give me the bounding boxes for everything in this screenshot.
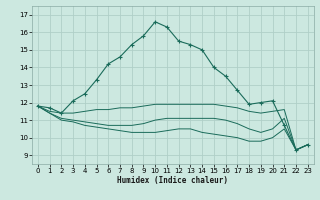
- X-axis label: Humidex (Indice chaleur): Humidex (Indice chaleur): [117, 176, 228, 185]
